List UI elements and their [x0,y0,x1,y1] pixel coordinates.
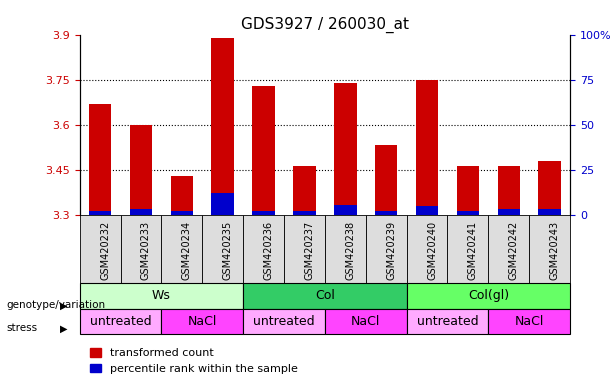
Title: GDS3927 / 260030_at: GDS3927 / 260030_at [241,17,409,33]
Bar [334,205,357,215]
FancyBboxPatch shape [489,309,570,334]
Text: GSM420237: GSM420237 [305,221,314,280]
Text: untreated: untreated [89,315,151,328]
Text: GSM420234: GSM420234 [182,221,192,280]
FancyBboxPatch shape [161,215,202,283]
Bar [457,166,479,215]
Bar [293,211,316,215]
FancyBboxPatch shape [80,283,243,309]
Bar [89,211,112,215]
FancyBboxPatch shape [406,283,570,309]
Bar [293,166,316,215]
Text: GSM420241: GSM420241 [468,221,478,280]
Text: Ws: Ws [152,290,171,303]
Bar [253,86,275,215]
Text: ▶: ▶ [60,300,67,310]
FancyBboxPatch shape [121,215,161,283]
Text: GSM420239: GSM420239 [386,221,396,280]
Bar [170,176,193,215]
Text: NaCl: NaCl [514,315,544,328]
Bar [538,161,561,215]
Bar [498,166,520,215]
FancyBboxPatch shape [284,215,325,283]
Text: stress: stress [6,323,37,333]
FancyBboxPatch shape [80,309,161,334]
Text: NaCl: NaCl [351,315,381,328]
Bar [211,193,234,215]
FancyBboxPatch shape [489,215,529,283]
Legend: transformed count, percentile rank within the sample: transformed count, percentile rank withi… [85,344,302,379]
Bar [416,80,438,215]
Text: NaCl: NaCl [188,315,217,328]
Bar [498,209,520,215]
FancyBboxPatch shape [243,283,406,309]
FancyBboxPatch shape [366,215,406,283]
Text: genotype/variation: genotype/variation [6,300,105,310]
FancyBboxPatch shape [406,309,489,334]
Text: GSM420242: GSM420242 [509,221,519,280]
Bar [334,83,357,215]
Text: GSM420236: GSM420236 [264,221,273,280]
FancyBboxPatch shape [202,215,243,283]
Text: GSM420235: GSM420235 [223,221,233,280]
Bar [416,206,438,215]
FancyBboxPatch shape [529,215,570,283]
FancyBboxPatch shape [80,215,121,283]
FancyBboxPatch shape [325,309,406,334]
Text: GSM420243: GSM420243 [550,221,560,280]
Bar [253,211,275,215]
FancyBboxPatch shape [161,309,243,334]
Bar [375,144,397,215]
Text: Col(gl): Col(gl) [468,290,509,303]
Text: GSM420232: GSM420232 [100,221,110,280]
FancyBboxPatch shape [406,215,447,283]
Text: GSM420233: GSM420233 [141,221,151,280]
Text: untreated: untreated [417,315,478,328]
Bar [538,209,561,215]
Text: untreated: untreated [253,315,315,328]
FancyBboxPatch shape [447,215,489,283]
FancyBboxPatch shape [325,215,366,283]
Bar [170,211,193,215]
Text: ▶: ▶ [60,323,67,333]
Bar [457,211,479,215]
FancyBboxPatch shape [243,309,325,334]
Bar [130,209,152,215]
Bar [211,38,234,215]
Text: GSM420240: GSM420240 [427,221,437,280]
FancyBboxPatch shape [243,215,284,283]
Bar [130,125,152,215]
Bar [89,104,112,215]
Bar [375,211,397,215]
Text: GSM420238: GSM420238 [345,221,356,280]
Text: Col: Col [315,290,335,303]
